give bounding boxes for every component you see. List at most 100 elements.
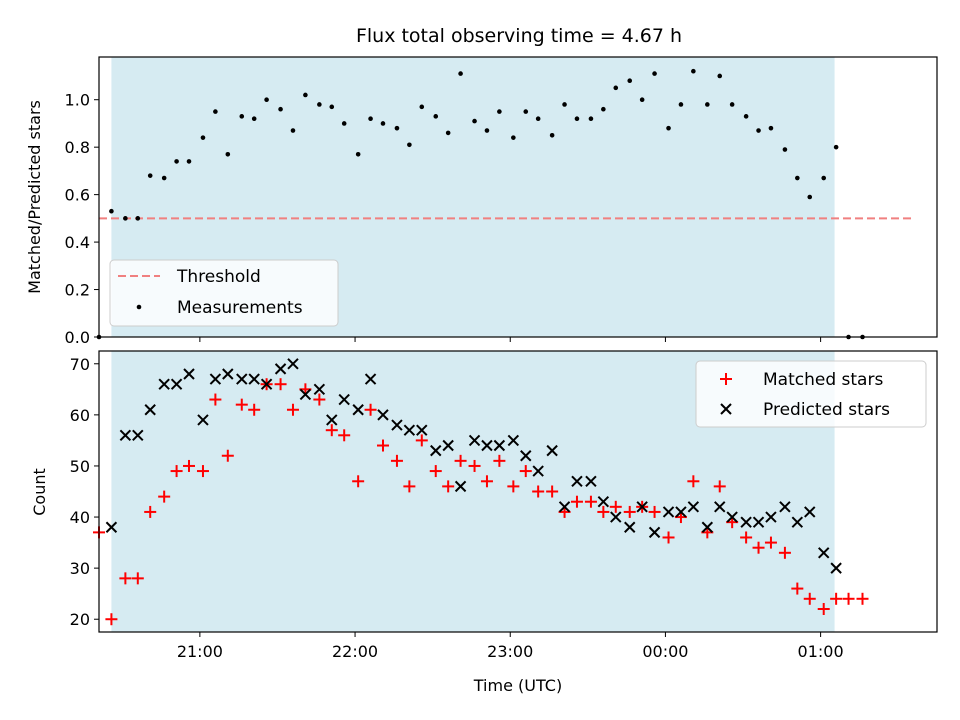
legend-threshold-label: Threshold — [176, 267, 261, 287]
matched-star-point — [429, 465, 442, 478]
predicted-star-point — [752, 516, 765, 528]
measurement-point — [251, 116, 257, 121]
measurement-point — [290, 128, 296, 133]
measurement-point — [729, 102, 735, 107]
measurement-point — [601, 106, 606, 112]
matched-star-point — [842, 592, 855, 605]
measurement-point — [523, 109, 529, 114]
measurement-point — [419, 104, 425, 110]
predicted-star-point — [520, 450, 532, 462]
top-legend-box — [109, 259, 339, 327]
matched-star-point — [856, 592, 869, 605]
predicted-star-point — [442, 439, 454, 452]
bottom-y-tick-label: 20 — [70, 610, 90, 629]
top-plot-frame — [98, 56, 938, 338]
measurement-point — [549, 133, 555, 138]
measurement-point — [756, 128, 761, 133]
predicted-star-point — [740, 516, 752, 528]
matched-star-point — [454, 454, 467, 467]
measurement-point — [678, 102, 684, 107]
measurement-point — [821, 175, 827, 181]
measurement-point — [535, 116, 541, 121]
measurement-point — [161, 175, 167, 181]
predicted-star-point — [830, 562, 842, 574]
x-tick-label: 22:00 — [332, 642, 378, 661]
predicted-star-point — [222, 368, 234, 380]
measurement-point — [186, 159, 192, 164]
predicted-star-point — [391, 419, 403, 431]
measurement-point — [329, 104, 335, 110]
matched-star-point — [235, 398, 248, 411]
measurement-point — [123, 216, 128, 221]
matched-star-point — [364, 403, 377, 416]
measurement-point — [666, 125, 671, 131]
measurement-point — [380, 121, 386, 126]
predicted-star-point — [648, 526, 661, 539]
legend-measurements-label: Measurements — [177, 298, 303, 318]
legend-matched-swatch — [720, 373, 732, 385]
matched-star-point — [183, 459, 196, 472]
measurement-point — [303, 92, 308, 98]
matched-star-point — [546, 485, 559, 498]
matched-star-point — [144, 505, 157, 518]
measurement-point — [613, 85, 619, 91]
predicted-star-point — [158, 378, 170, 390]
predicted-star-point — [726, 511, 738, 523]
measurement-point — [588, 116, 594, 121]
bottom-y-tick-label: 30 — [70, 559, 90, 578]
predicted-star-point — [804, 506, 816, 518]
predicted-star-point — [287, 358, 299, 370]
matched-star-point — [662, 531, 675, 544]
x-tick-label: 21:00 — [177, 642, 223, 661]
predicted-star-point — [687, 501, 700, 513]
predicted-star-point — [416, 424, 428, 436]
top-y-tick-label: 0.2 — [65, 281, 90, 300]
predicted-star-point — [430, 444, 442, 457]
x-axis-label: Time (UTC) — [473, 676, 562, 695]
legend-matched-label: Matched stars — [763, 370, 883, 390]
predicted-star-point — [377, 409, 389, 421]
matched-star-point — [390, 454, 403, 467]
measurement-point — [368, 116, 373, 121]
matched-star-point — [313, 393, 326, 406]
matched-star-point — [170, 465, 183, 478]
matched-star-point — [376, 439, 389, 452]
legend-predicted-label: Predicted stars — [763, 400, 890, 420]
predicted-star-point — [313, 383, 326, 396]
matched-star-point — [791, 582, 804, 595]
measurement-point — [341, 121, 347, 126]
top-y-tick-label: 0.0 — [65, 328, 90, 347]
measurement-point — [445, 130, 451, 136]
measurement-point — [394, 125, 400, 131]
x-tick-label: 23:00 — [487, 642, 533, 661]
top-y-tick-label: 0.6 — [65, 186, 90, 205]
matched-star-point — [623, 505, 636, 518]
measurement-point — [691, 68, 696, 74]
predicted-star-point — [636, 501, 648, 513]
matched-star-point — [480, 475, 493, 488]
matched-star-point — [196, 465, 209, 478]
measurement-point — [705, 102, 710, 107]
predicted-star-point — [468, 434, 481, 447]
predicted-star-point — [662, 506, 675, 518]
measurement-point — [225, 151, 231, 157]
matched-star-point — [609, 500, 622, 513]
predicted-star-point — [701, 521, 714, 533]
bottom-y-tick-label: 40 — [70, 508, 90, 527]
measurement-point — [768, 125, 774, 131]
predicted-star-point — [624, 521, 636, 533]
predicted-star-point — [714, 501, 726, 513]
predicted-star-point — [532, 465, 544, 477]
predicted-star-point — [765, 511, 777, 523]
matched-star-point — [778, 546, 791, 559]
measurement-point — [717, 73, 723, 79]
matched-star-point — [131, 572, 144, 585]
bottom-legend: Matched stars Predicted stars — [695, 360, 927, 428]
matched-star-point — [597, 505, 610, 518]
matched-star-point — [352, 475, 365, 488]
predicted-star-point — [132, 429, 144, 442]
measurement-point — [147, 173, 153, 178]
predicted-star-point — [481, 439, 493, 452]
chart-title: Flux total observing time = 4.67 h — [356, 25, 682, 47]
predicted-star-point — [403, 424, 416, 436]
